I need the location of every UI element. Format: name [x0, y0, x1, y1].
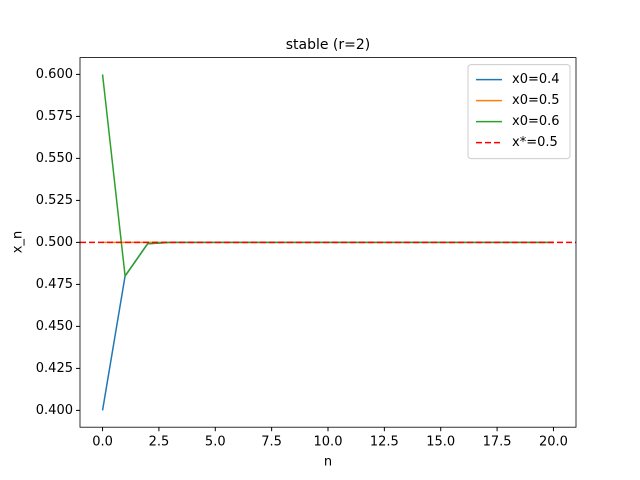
legend-label: x*=0.5	[512, 135, 558, 150]
y-tick-label: 0.400	[36, 403, 73, 418]
y-tick-label: 0.450	[36, 319, 73, 334]
x-axis-label: n	[324, 455, 332, 470]
x-tick-label: 5.0	[205, 435, 226, 450]
y-tick-label: 0.525	[36, 193, 73, 208]
x-tick-label: 2.5	[149, 435, 170, 450]
y-tick-label: 0.425	[36, 361, 73, 376]
axes-frame	[79, 57, 577, 428]
x-tick-label: 10.0	[314, 435, 343, 450]
y-tick-label: 0.600	[36, 67, 73, 82]
legend-label: x0=0.6	[512, 114, 560, 129]
chart-title: stable (r=2)	[286, 37, 371, 53]
x-tick-label: 0.0	[92, 435, 113, 450]
legend-label: x0=0.5	[512, 93, 560, 108]
legend-label: x0=0.4	[512, 72, 560, 87]
x-tick-label: 20.0	[539, 435, 568, 450]
x-tick-label: 17.5	[483, 435, 512, 450]
y-tick-label: 0.575	[36, 109, 73, 124]
y-tick-label: 0.475	[36, 277, 73, 292]
x-tick-label: 15.0	[426, 435, 455, 450]
legend-box	[467, 64, 571, 160]
y-axis-label: x_n	[11, 231, 26, 253]
y-tick-label: 0.550	[36, 151, 73, 166]
y-tick-label: 0.500	[36, 235, 73, 250]
x-tick-label: 7.5	[261, 435, 282, 450]
x-tick-label: 12.5	[370, 435, 399, 450]
